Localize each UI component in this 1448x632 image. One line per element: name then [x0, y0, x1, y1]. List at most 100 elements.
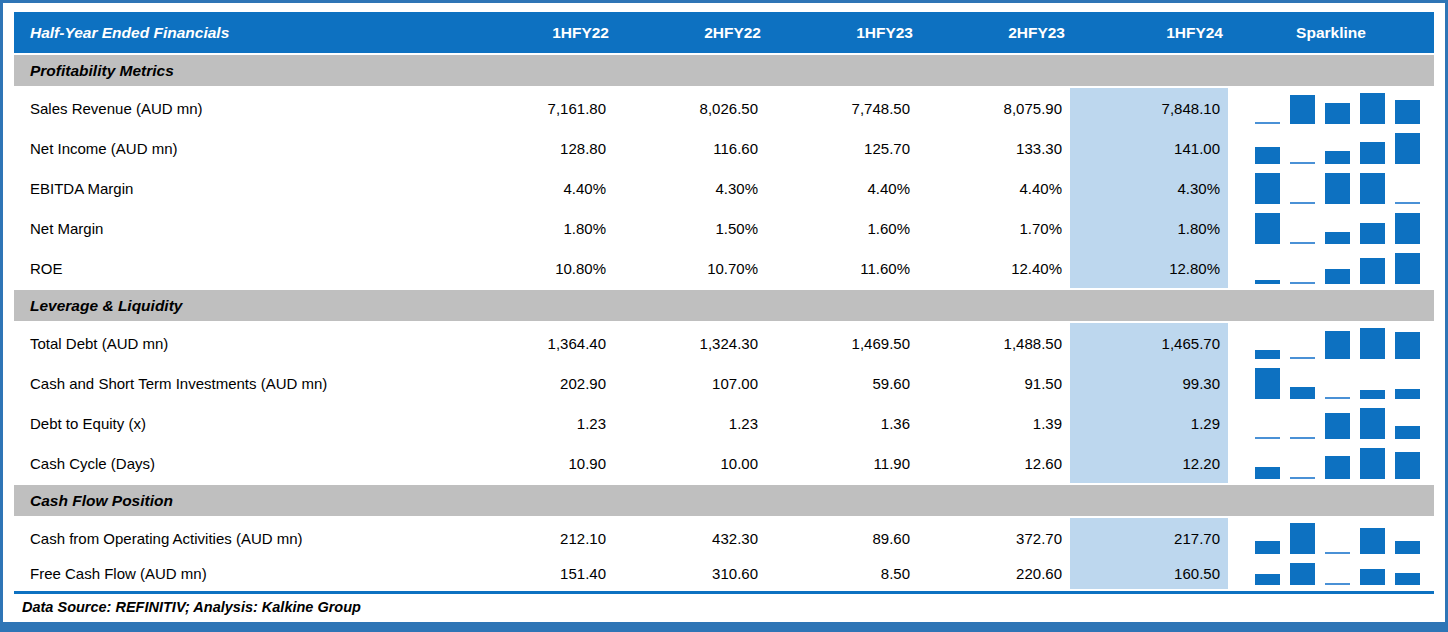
value-cell: 7,748.50	[766, 88, 918, 128]
value-cell: 1,488.50	[918, 323, 1070, 363]
value-cell: 125.70	[766, 128, 918, 168]
sparkline-bar	[1395, 389, 1420, 399]
value-cell: 8.50	[766, 558, 918, 589]
sparkline-bar	[1290, 387, 1315, 399]
value-cell: 11.90	[766, 443, 918, 483]
sparkline-bar	[1290, 357, 1315, 359]
sparkline-bar	[1290, 242, 1315, 244]
value-cell: 107.00	[614, 363, 766, 403]
value-cell: 4.40%	[918, 168, 1070, 208]
sparkline-bar	[1255, 147, 1280, 164]
value-cell: 91.50	[918, 363, 1070, 403]
sparkline-bar	[1395, 426, 1420, 439]
row-label: Total Debt (AUD mn)	[14, 323, 460, 363]
sparkline	[1228, 168, 1434, 208]
value-cell: 4.40%	[766, 168, 918, 208]
sparkline-bar	[1325, 397, 1350, 399]
sparkline-bar	[1325, 583, 1350, 585]
value-cell-highlight: 12.20	[1070, 443, 1228, 483]
sparkline	[1228, 208, 1434, 248]
sparkline-bars	[1255, 368, 1420, 399]
table-row: EBITDA Margin 4.40% 4.30% 4.40% 4.40% 4.…	[14, 168, 1434, 208]
sparkline-bar	[1255, 574, 1280, 585]
value-cell: 59.60	[766, 363, 918, 403]
row-label: ROE	[14, 248, 460, 288]
sparkline-bar	[1395, 213, 1420, 244]
sparkline-bars	[1255, 523, 1420, 554]
data-source-note: Data Source: REFINITIV; Analysis: Kalkin…	[14, 594, 1434, 620]
sparkline-bar	[1395, 253, 1420, 284]
table-row: Sales Revenue (AUD mn) 7,161.80 8,026.50…	[14, 88, 1434, 128]
value-cell: 220.60	[918, 558, 1070, 589]
value-cell: 4.40%	[460, 168, 614, 208]
column-header-2hfy22: 2HFY22	[614, 12, 766, 53]
table-header-row: Half-Year Ended Financials 1HFY22 2HFY22…	[14, 12, 1434, 53]
sparkline	[1228, 88, 1434, 128]
row-label: Sales Revenue (AUD mn)	[14, 88, 460, 128]
sparkline	[1228, 558, 1434, 589]
sparkline-bar	[1290, 95, 1315, 124]
table-row: Debt to Equity (x) 1.23 1.23 1.36 1.39 1…	[14, 403, 1434, 443]
column-header-1hfy24: 1HFY24	[1070, 12, 1228, 53]
value-cell: 12.60	[918, 443, 1070, 483]
sparkline	[1228, 518, 1434, 558]
sparkline	[1228, 403, 1434, 443]
sparkline-bar	[1395, 133, 1420, 164]
sparkline-bar	[1395, 202, 1420, 204]
value-cell: 8,075.90	[918, 88, 1070, 128]
sparkline	[1228, 248, 1434, 288]
value-cell: 432.30	[614, 518, 766, 558]
sparkline-bar	[1360, 569, 1385, 585]
table-row: Free Cash Flow (AUD mn) 151.40 310.60 8.…	[14, 558, 1434, 589]
sparkline	[1228, 443, 1434, 483]
value-cell-highlight: 1,465.70	[1070, 323, 1228, 363]
sparkline-bar	[1255, 437, 1280, 439]
sparkline-bar	[1325, 552, 1350, 554]
column-header-sparkline: Sparkline	[1228, 12, 1434, 53]
value-cell: 116.60	[614, 128, 766, 168]
sparkline-bars	[1255, 93, 1420, 124]
sparkline-bar	[1325, 103, 1350, 124]
sparkline-bar	[1290, 523, 1315, 554]
sparkline	[1228, 363, 1434, 403]
sparkline-bars	[1255, 133, 1420, 164]
sparkline-bar	[1290, 282, 1315, 284]
value-cell-highlight: 1.80%	[1070, 208, 1228, 248]
sparkline-bars	[1255, 213, 1420, 244]
sparkline-bar	[1325, 413, 1350, 439]
value-cell-highlight: 217.70	[1070, 518, 1228, 558]
row-label: Cash from Operating Activities (AUD mn)	[14, 518, 460, 558]
sparkline-bar	[1395, 573, 1420, 585]
sparkline-bar	[1360, 93, 1385, 124]
value-cell: 1.39	[918, 403, 1070, 443]
sparkline-bar	[1290, 437, 1315, 439]
section-header-row: Cash Flow Position	[14, 483, 1434, 518]
sparkline-bar	[1255, 350, 1280, 359]
sparkline-bar	[1395, 332, 1420, 359]
sparkline-bars	[1255, 253, 1420, 284]
sparkline-bars	[1255, 173, 1420, 204]
value-cell: 128.80	[460, 128, 614, 168]
value-cell-highlight: 141.00	[1070, 128, 1228, 168]
value-cell: 310.60	[614, 558, 766, 589]
report-table-frame: Half-Year Ended Financials 1HFY22 2HFY22…	[0, 0, 1448, 632]
sparkline-bar	[1255, 122, 1280, 124]
section-header-row: Profitability Metrics	[14, 53, 1434, 88]
value-cell: 1,469.50	[766, 323, 918, 363]
sparkline	[1228, 128, 1434, 168]
value-cell: 4.30%	[614, 168, 766, 208]
value-cell-highlight: 1.29	[1070, 403, 1228, 443]
value-cell: 151.40	[460, 558, 614, 589]
value-cell: 1,324.30	[614, 323, 766, 363]
value-cell: 1.60%	[766, 208, 918, 248]
sparkline-bar	[1360, 223, 1385, 244]
table-row: Total Debt (AUD mn) 1,364.40 1,324.30 1,…	[14, 323, 1434, 363]
sparkline-bar	[1290, 563, 1315, 585]
sparkline-bar	[1325, 331, 1350, 359]
sparkline-bar	[1255, 467, 1280, 479]
sparkline-bar	[1360, 258, 1385, 284]
value-cell-highlight: 4.30%	[1070, 168, 1228, 208]
table-row: Net Income (AUD mn) 128.80 116.60 125.70…	[14, 128, 1434, 168]
value-cell-highlight: 12.80%	[1070, 248, 1228, 288]
section-header-label: Profitability Metrics	[14, 55, 1434, 86]
